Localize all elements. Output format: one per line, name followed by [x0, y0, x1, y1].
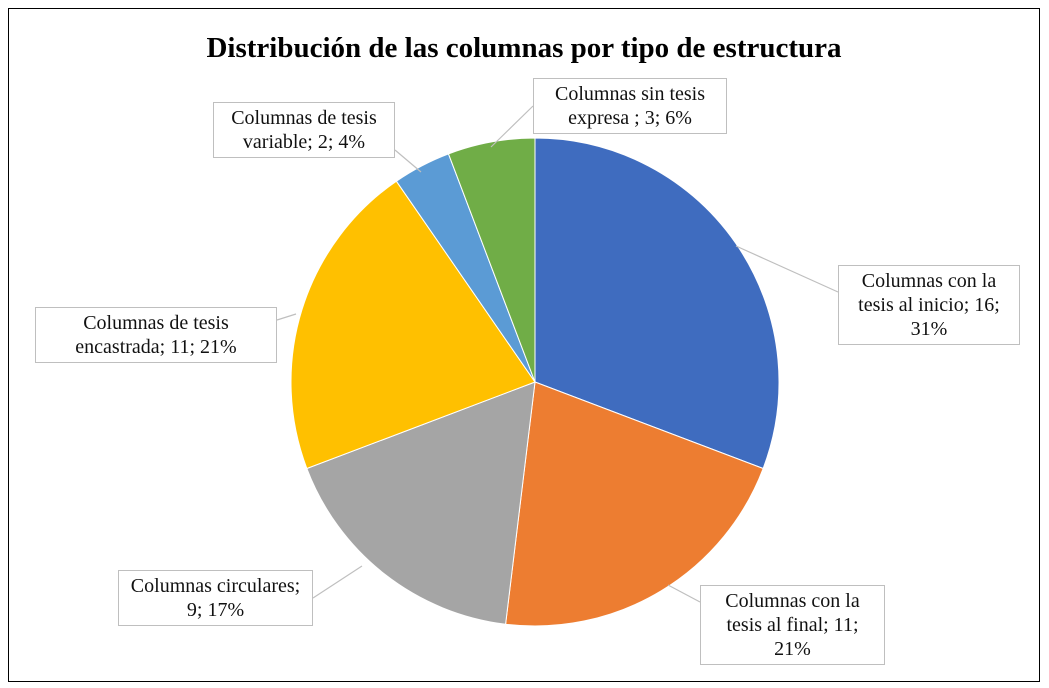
- leader-line: [312, 565, 363, 599]
- data-label: Columnas con la tesis al inicio; 16; 31%: [838, 265, 1020, 345]
- leader-line: [667, 584, 701, 603]
- chart-title: Distribución de las columnas por tipo de…: [206, 32, 842, 64]
- pie-slice: [290, 180, 536, 470]
- leader-line: [490, 105, 534, 148]
- pie-slice: [447, 137, 536, 383]
- pie-slice: [306, 381, 536, 625]
- data-label: Columnas circulares; 9; 17%: [118, 570, 313, 626]
- data-label: Columnas de tesis encastrada; 11; 21%: [35, 307, 277, 363]
- data-label: Columnas de tesis variable; 2; 4%: [213, 102, 395, 158]
- data-label: Columnas sin tesis expresa ; 3; 6%: [533, 78, 727, 134]
- pie-slice: [505, 381, 764, 627]
- leader-line: [276, 313, 297, 321]
- leader-line: [394, 149, 422, 173]
- data-label: Columnas con la tesis al final; 11; 21%: [700, 585, 885, 665]
- leader-line: [735, 245, 839, 293]
- pie-slice: [534, 137, 780, 470]
